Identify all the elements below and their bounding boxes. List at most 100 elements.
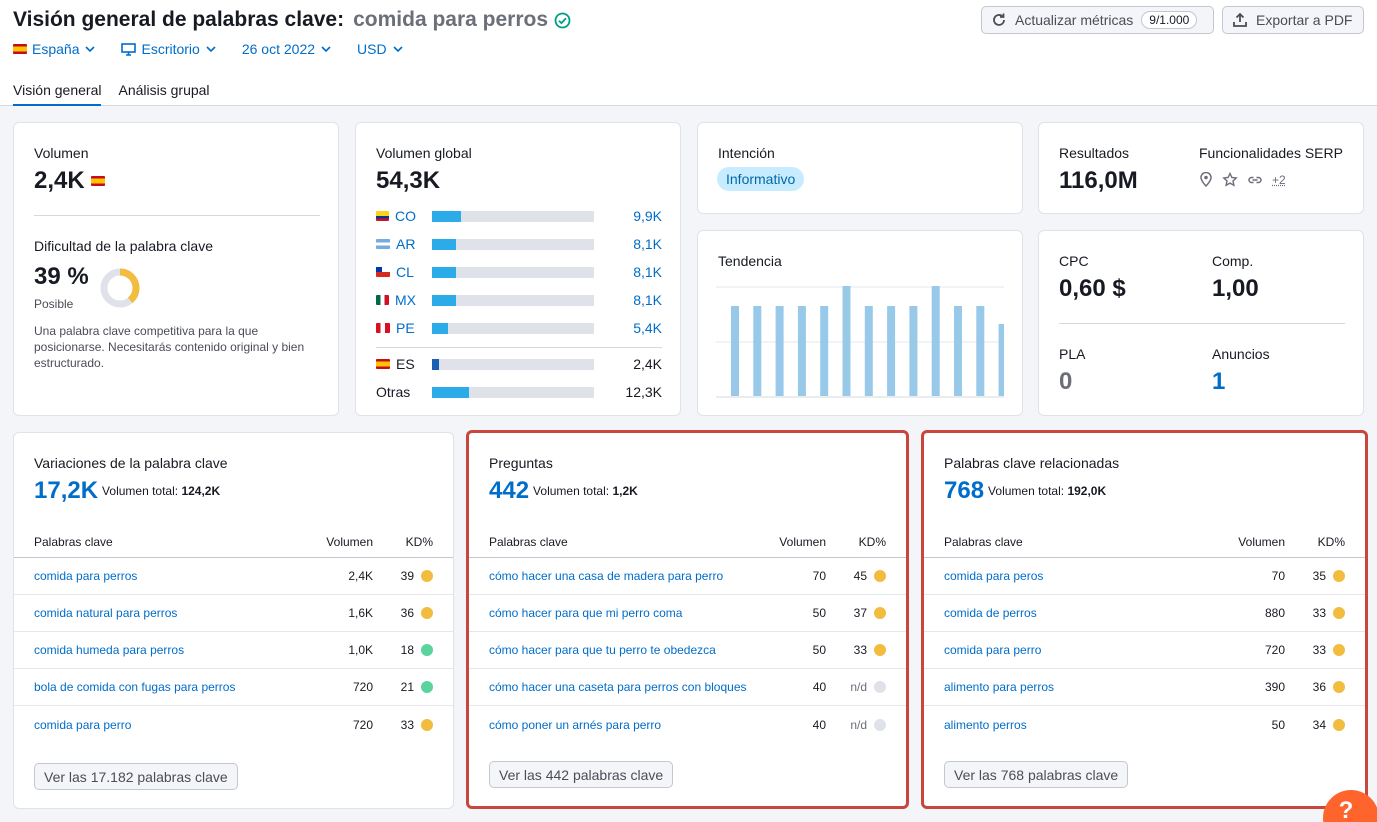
trend-bar xyxy=(864,306,873,396)
cpc-card: CPC 0,60 $ Comp. 1,00 PLA 0 Anuncios 1 xyxy=(1038,230,1364,416)
keyword-link[interactable]: comida para perro xyxy=(944,643,1042,657)
col-kd: KD% xyxy=(405,535,433,549)
country-row-ar[interactable]: AR 8,1K xyxy=(376,234,662,254)
keyword-volume: 1,0K xyxy=(348,643,373,657)
device-filter[interactable]: Escritorio xyxy=(121,41,216,57)
country-bar-fill xyxy=(432,238,456,250)
country-value: 8,1K xyxy=(633,292,662,308)
trend-bar xyxy=(842,286,851,396)
keyword-link[interactable]: cómo poner un arnés para perro xyxy=(489,717,662,732)
country-row-others: Otras 12,3K xyxy=(376,382,662,402)
kd-dot-icon xyxy=(1333,644,1345,656)
country-bar-fill xyxy=(432,386,469,398)
refresh-metrics-button[interactable]: Actualizar métricas 9/1.000 xyxy=(981,6,1214,34)
trend-bar xyxy=(887,306,896,396)
refresh-metrics-label: Actualizar métricas xyxy=(1015,12,1134,28)
keyword-link[interactable]: cómo hacer para que tu perro te obedezca xyxy=(489,643,716,657)
keyword-volume: 720 xyxy=(352,680,373,694)
currency-filter[interactable]: USD xyxy=(357,41,403,57)
trend-bar xyxy=(753,306,762,396)
col-keyword: Palabras clave xyxy=(489,535,568,549)
results-label: Resultados xyxy=(1059,145,1130,161)
tab-overview[interactable]: Visión general xyxy=(13,82,102,106)
trend-chart xyxy=(716,286,1004,398)
top-bar: Visión general de palabras clave: comida… xyxy=(0,0,1377,106)
related-keywords-card: Palabras clave relacionadas 768 Volumen … xyxy=(921,430,1368,809)
view-all-questions-button[interactable]: Ver las 442 palabras clave xyxy=(489,761,674,788)
trend-bar xyxy=(931,286,940,396)
country-bar-fill xyxy=(432,266,456,278)
serp-more-link[interactable]: +2 xyxy=(1272,172,1286,187)
col-kd: KD% xyxy=(858,535,886,549)
keyword-link[interactable]: comida natural para perros xyxy=(34,606,178,620)
tab-group-analysis[interactable]: Análisis grupal xyxy=(118,82,210,98)
country-value: 5,4K xyxy=(633,320,662,336)
pla-label: PLA xyxy=(1059,346,1086,362)
keyword-link[interactable]: cómo hacer una casa de madera para perro xyxy=(489,569,724,583)
table-header: Palabras clave Volumen KD% xyxy=(924,527,1365,558)
competition-label: Comp. xyxy=(1212,253,1254,269)
kd-donut-arc xyxy=(100,268,140,308)
keyword-link[interactable]: comida de perros xyxy=(944,606,1037,620)
keyword-kd: 39 xyxy=(400,569,414,583)
country-code: Otras xyxy=(376,384,411,400)
country-code: CO xyxy=(395,208,416,224)
keyword-volume: 50 xyxy=(812,606,826,620)
country-row-pe[interactable]: PE 5,4K xyxy=(376,318,662,338)
keyword-link[interactable]: alimento perros xyxy=(944,717,1027,732)
questions-total-label: Volumen total: xyxy=(533,484,610,498)
trend-bar xyxy=(797,306,806,396)
keyword-volume: 70 xyxy=(812,569,826,583)
variations-title: Variaciones de la palabra clave xyxy=(34,455,228,471)
table-row: comida para perro 720 33 xyxy=(924,632,1365,669)
refresh-icon xyxy=(991,12,1007,28)
keyword-link[interactable]: comida para perros xyxy=(34,569,138,583)
related-summary: 768 Volumen total: 192,0K xyxy=(944,477,1106,505)
keyword-link[interactable]: cómo hacer una caseta para perros con bl… xyxy=(489,680,747,694)
questions-card: Preguntas 442 Volumen total: 1,2K Palabr… xyxy=(466,430,909,809)
country-bar xyxy=(432,210,594,222)
desktop-icon xyxy=(121,42,137,56)
keyword-volume: 880 xyxy=(1264,606,1285,620)
serp-features-label: Funcionalidades SERP xyxy=(1199,145,1343,161)
related-count[interactable]: 768 xyxy=(944,477,985,504)
trend-bar xyxy=(998,324,1004,396)
competition-value: 1,00 xyxy=(1212,275,1259,302)
kd-dot-icon xyxy=(874,607,886,619)
keyword-link[interactable]: comida humeda para perros xyxy=(34,643,185,657)
country-filter[interactable]: España xyxy=(13,41,96,57)
ads-value[interactable]: 1 xyxy=(1212,368,1226,395)
date-filter[interactable]: 26 oct 2022 xyxy=(242,41,331,57)
divider xyxy=(1059,323,1345,324)
link-icon xyxy=(1247,174,1263,186)
country-bar xyxy=(432,294,594,306)
variations-count[interactable]: 17,2K xyxy=(34,477,99,504)
keyword-link[interactable]: alimento para perros xyxy=(944,680,1055,694)
keyword-kd: 45 xyxy=(853,569,867,583)
table-row: cómo hacer para que mi perro coma 50 37 xyxy=(469,595,906,632)
export-pdf-button[interactable]: Exportar a PDF xyxy=(1222,6,1364,34)
keyword-kd: n/d xyxy=(850,680,867,694)
kd-dot-icon xyxy=(421,607,433,619)
country-row-cl[interactable]: CL 8,1K xyxy=(376,262,662,282)
country-bar xyxy=(432,322,594,334)
keyword-kd: 36 xyxy=(400,606,414,620)
keyword-link[interactable]: cómo hacer para que mi perro coma xyxy=(489,606,683,620)
view-all-variations-button[interactable]: Ver las 17.182 palabras clave xyxy=(34,763,238,790)
col-keyword: Palabras clave xyxy=(944,535,1023,549)
volume-card: Volumen 2,4K Dificultad de la palabra cl… xyxy=(13,122,339,416)
country-bar-fill xyxy=(432,358,439,370)
keyword-link[interactable]: bola de comida con fugas para perros xyxy=(34,680,236,694)
country-row-co[interactable]: CO 9,9K xyxy=(376,206,662,226)
trend-label: Tendencia xyxy=(718,253,782,269)
questions-count[interactable]: 442 xyxy=(489,477,530,504)
country-code: MX xyxy=(395,292,416,308)
country-row-mx[interactable]: MX 8,1K xyxy=(376,290,662,310)
trend-card: Tendencia xyxy=(697,230,1023,416)
intent-card: Intención Informativo xyxy=(697,122,1023,214)
keyword-link[interactable]: comida para peros xyxy=(944,569,1044,583)
table-row: alimento perros 50 34 xyxy=(924,706,1365,743)
date-filter-label: 26 oct 2022 xyxy=(241,41,316,57)
keyword-link[interactable]: comida para perro xyxy=(34,717,132,732)
view-all-related-button[interactable]: Ver las 768 palabras clave xyxy=(944,761,1129,788)
